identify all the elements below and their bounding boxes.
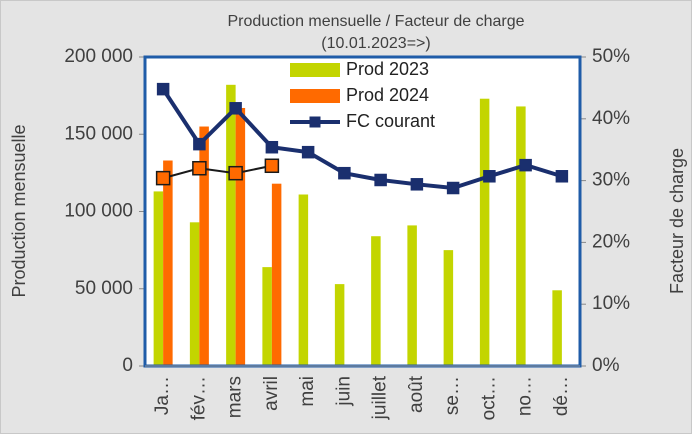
bar [271, 183, 282, 366]
legend-swatch [309, 116, 321, 128]
y2-tick-label: 30% [592, 170, 630, 191]
legend-swatch [290, 63, 340, 77]
bar [443, 250, 454, 366]
marker [410, 178, 424, 191]
legend-label: Prod 2024 [346, 85, 429, 105]
y-tick-label: 100 000 [64, 201, 133, 222]
bar [199, 126, 209, 367]
y2-tick-label: 20% [592, 231, 630, 252]
x-tick-label: Ja… [152, 376, 173, 415]
marker [555, 170, 569, 183]
bar [407, 225, 417, 366]
bar [153, 191, 164, 366]
y-tick-label: 150 000 [64, 123, 133, 144]
marker [155, 170, 171, 186]
x-tick-label: mai [297, 376, 318, 407]
y-tick-label: 200 000 [64, 46, 133, 67]
y-tick-label: 50 000 [75, 278, 133, 299]
marker [519, 158, 532, 172]
bar [334, 284, 345, 366]
bar [371, 236, 381, 366]
marker [229, 102, 242, 115]
marker [374, 173, 387, 187]
bar [226, 84, 236, 366]
marker [192, 160, 207, 176]
marker [228, 165, 243, 181]
x-tick-label: juin [333, 376, 354, 407]
marker [446, 181, 460, 195]
bar [235, 107, 246, 367]
legend-swatch [290, 89, 340, 103]
chart-title: Production mensuelle / Facteur de charge [227, 13, 524, 30]
bar [516, 106, 526, 366]
bar [552, 290, 562, 366]
marker [301, 145, 315, 159]
marker [193, 137, 206, 151]
legend-label: FC courant [346, 111, 435, 131]
bar [189, 222, 200, 366]
y2-tick-label: 0% [592, 355, 620, 376]
x-tick-label: oct… [478, 376, 499, 420]
bar [163, 160, 173, 366]
plot-area [145, 57, 580, 366]
marker [338, 166, 351, 180]
y2-tick-label: 50% [592, 46, 630, 67]
y2-axis-label: Facteur de charge [667, 148, 687, 294]
y2-tick-label: 10% [592, 293, 630, 314]
bar [479, 98, 490, 366]
x-tick-label: août [406, 375, 427, 413]
marker [265, 140, 279, 154]
y-axis-label: Production mensuelle [9, 124, 29, 297]
x-tick-label: mars [225, 376, 246, 418]
bar [262, 267, 272, 366]
marker [156, 82, 170, 96]
line [162, 164, 273, 180]
marker [483, 170, 496, 183]
x-tick-label: dé… [551, 376, 572, 416]
legend-label: Prod 2023 [346, 59, 429, 79]
y2-tick-label: 40% [592, 108, 630, 129]
x-tick-label: se… [442, 376, 463, 415]
x-tick-label: avril [261, 376, 282, 411]
y-tick-label: 0 [122, 355, 133, 376]
chart-subtitle: (10.01.2023=>) [321, 35, 430, 52]
x-tick-label: no… [515, 376, 536, 416]
marker [264, 158, 280, 174]
x-tick-label: juillet [370, 375, 391, 420]
bar [298, 194, 309, 366]
x-tick-label: fév… [188, 376, 209, 420]
